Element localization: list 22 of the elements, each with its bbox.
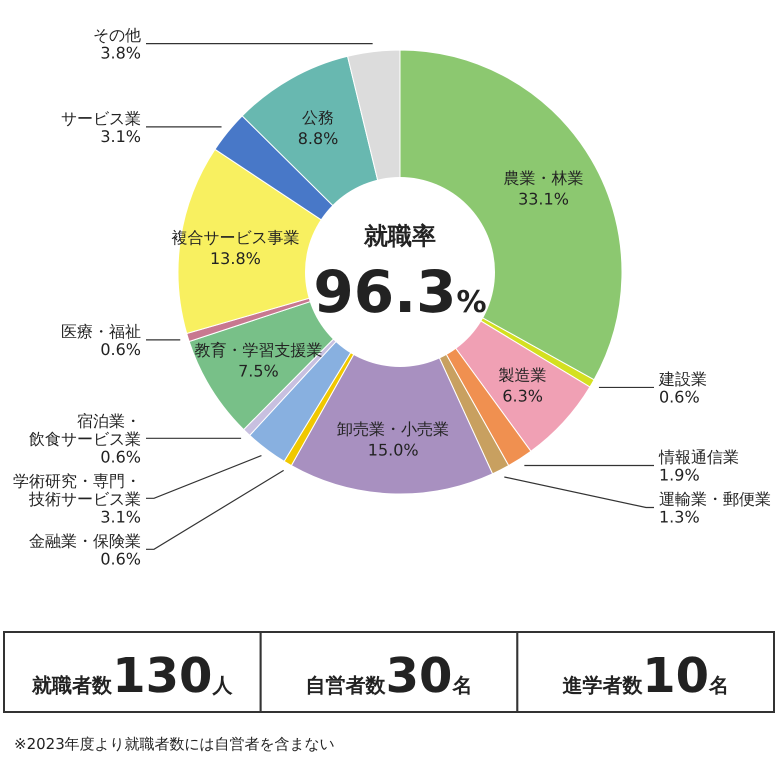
data-label: 1.3% xyxy=(659,507,700,526)
slice-label: 情報通信業 xyxy=(658,447,739,466)
text: 進学者数10名 xyxy=(562,648,730,704)
data-label: 0.6% xyxy=(100,447,141,466)
slice-label: その他 xyxy=(93,26,141,45)
text: ※2023年度より就職者数には自営者を含まない xyxy=(14,735,335,753)
data-label: 0.6% xyxy=(659,387,700,406)
slice-label: 金融業・保険業 xyxy=(29,531,141,550)
data-label: 3.8% xyxy=(100,44,141,63)
slice-label: 宿泊業・飲食サービス業 xyxy=(29,411,141,448)
slice-label: 運輸業・郵便業 xyxy=(659,489,771,508)
slice-label: サービス業 xyxy=(61,108,141,128)
data-label: 3.1% xyxy=(100,507,141,526)
slice-label: 医療・福祉 xyxy=(61,322,141,341)
slice-label: 建設業 xyxy=(658,369,707,388)
text: 就職率 xyxy=(363,222,436,250)
text: 自営者数30名 xyxy=(306,648,472,704)
data-label: 0.6% xyxy=(100,549,141,568)
data-label: 3.1% xyxy=(100,126,141,146)
data-label: 0.6% xyxy=(100,340,141,359)
text: 96.3% xyxy=(313,258,487,326)
slice-label: 学術研究・専門・技術サービス業 xyxy=(13,471,141,508)
